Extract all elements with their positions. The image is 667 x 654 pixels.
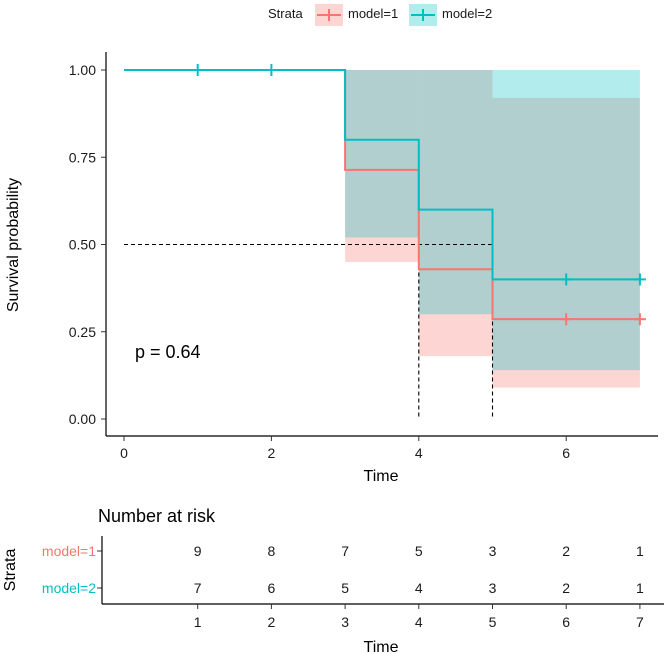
risk-table: Number at risk Strata Time model=1 9 8 7 5 3 2… <box>2 506 664 654</box>
risk-table-axis: 1 2 3 4 5 6 7 <box>97 536 664 630</box>
risk-cell: 2 <box>562 543 570 559</box>
ci-band-series2-2 <box>418 70 493 315</box>
risk-table-x-title: Time <box>364 639 399 654</box>
legend-label-model1: model=1 <box>348 6 398 21</box>
risk-x-tick-label: 3 <box>341 614 349 630</box>
x-tick-label: 0 <box>120 445 128 461</box>
x-tick-label: 2 <box>268 445 276 461</box>
risk-row-label: model=2 <box>42 580 96 596</box>
risk-x-tick-label: 5 <box>489 614 497 630</box>
risk-cell: 2 <box>562 580 570 596</box>
risk-cell: 3 <box>489 543 497 559</box>
censor-mark-series1-1 <box>560 313 573 326</box>
risk-x-tick-label: 4 <box>415 614 423 630</box>
legend: Strata model=1 model=2 <box>268 4 492 26</box>
risk-cell: 5 <box>341 580 349 596</box>
censor-mark-series2-4 <box>633 273 646 286</box>
legend-title: Strata <box>268 6 303 21</box>
y-tick-label: 1.00 <box>69 62 96 78</box>
risk-cell: 1 <box>636 543 644 559</box>
risk-cell: 1 <box>636 580 644 596</box>
risk-cell: 3 <box>489 580 497 596</box>
censor-mark-series2-1 <box>191 64 204 76</box>
x-axis-title: Time <box>364 468 399 485</box>
survival-curve-model-2 <box>124 69 640 281</box>
y-tick-label: 0.75 <box>69 149 96 165</box>
ci-band-series1-1 <box>345 70 419 262</box>
y-tick-label: 0.25 <box>69 324 96 340</box>
risk-cell: 8 <box>268 543 276 559</box>
censor-marks <box>191 64 646 326</box>
ci-band-series1-3 <box>492 97 640 388</box>
ci-band-series2-1 <box>345 70 419 238</box>
survival-plot: 0.00 0.25 0.50 0.75 1.00 0 2 4 6 p = 0.64 Time S… <box>5 52 658 485</box>
x-tick-label: 6 <box>562 445 570 461</box>
y-tick-label: 0.50 <box>69 237 96 253</box>
risk-cell: 5 <box>415 543 423 559</box>
risk-x-tick-label: 7 <box>636 614 644 630</box>
censor-mark-series1-2 <box>633 313 646 326</box>
y-axis-title: Survival probability <box>5 178 22 312</box>
risk-cell: 7 <box>194 580 202 596</box>
risk-x-tick-label: 2 <box>268 614 276 630</box>
risk-table-cells: model=1 9 8 7 5 3 2 1 model=2 7 6 5 4 3 2 1 <box>42 543 644 596</box>
risk-cell: 4 <box>415 580 423 596</box>
legend-label-model2: model=2 <box>442 6 492 21</box>
risk-cell: 6 <box>268 580 276 596</box>
p-value-annotation: p = 0.64 <box>135 342 201 362</box>
risk-cell: 9 <box>194 543 202 559</box>
risk-table-title: Number at risk <box>98 506 216 526</box>
censor-mark-series2-3 <box>560 273 573 286</box>
risk-table-y-title: Strata <box>2 549 19 592</box>
ci-band-series1-2 <box>418 70 493 357</box>
axes: 0.00 0.25 0.50 0.75 1.00 0 2 4 6 <box>69 52 658 461</box>
censor-mark-series2-2 <box>265 64 278 76</box>
y-tick-label: 0.00 <box>69 411 96 427</box>
risk-cell: 7 <box>341 543 349 559</box>
survival-curves <box>124 69 640 321</box>
risk-x-tick-label: 6 <box>562 614 570 630</box>
risk-x-tick-label: 1 <box>194 614 202 630</box>
risk-row-label: model=1 <box>42 543 96 559</box>
x-tick-label: 4 <box>415 445 423 461</box>
